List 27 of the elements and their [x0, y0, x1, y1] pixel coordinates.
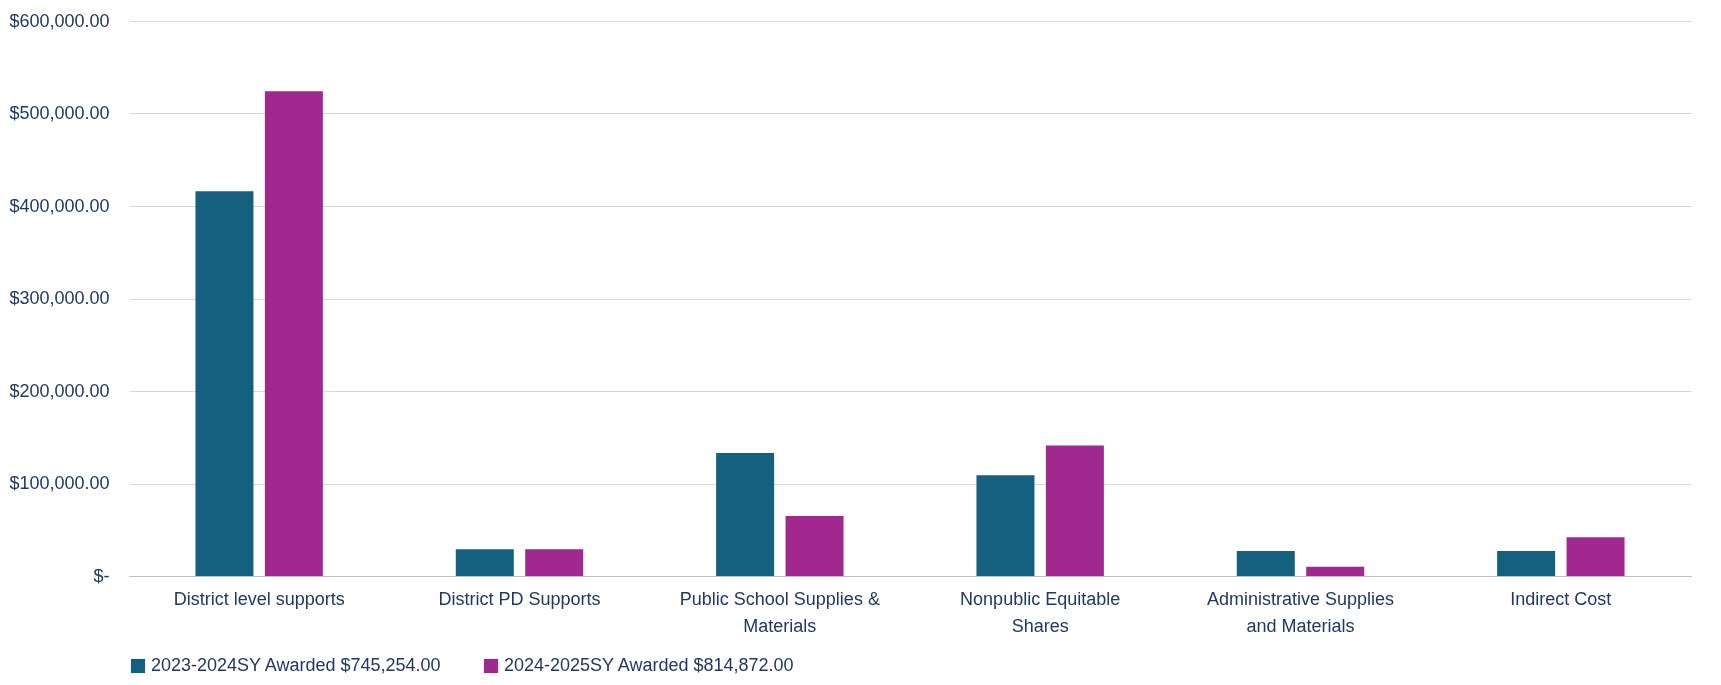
x-tick-label: Public School Supplies & Materials	[679, 588, 880, 636]
x-tick-label: Administrative Supplies and Materials	[1206, 588, 1395, 636]
bar	[455, 549, 514, 576]
x-tick-label: District PD Supports	[438, 588, 601, 609]
y-tick-label: $500,000.00	[9, 103, 110, 123]
bar	[1566, 537, 1625, 576]
bar	[1497, 551, 1556, 576]
x-tick-label: Nonpublic Equitable Shares	[960, 588, 1121, 636]
bar	[1045, 445, 1104, 576]
legend-label: 2024-2025SY Awarded $814,872.00	[504, 655, 794, 675]
y-tick-label: $400,000.00	[9, 195, 110, 216]
bar	[976, 475, 1035, 576]
y-tick-label: $300,000.00	[9, 288, 110, 308]
x-tick-label: Indirect Cost	[1510, 588, 1612, 609]
bar	[264, 91, 323, 576]
bar	[525, 549, 584, 576]
y-tick-label: $600,000.00	[9, 10, 110, 31]
bar	[1236, 551, 1295, 576]
bar	[1306, 566, 1365, 576]
y-tick-label: $-	[93, 565, 110, 586]
legend-label: 2023-2024SY Awarded $745,254.00	[151, 655, 441, 675]
y-tick-label: $100,000.00	[9, 473, 110, 493]
x-tick-label: District level supports	[173, 588, 345, 609]
y-tick-label: $200,000.00	[9, 380, 110, 401]
bar	[716, 452, 775, 576]
bar	[195, 191, 254, 576]
bar	[785, 515, 844, 576]
